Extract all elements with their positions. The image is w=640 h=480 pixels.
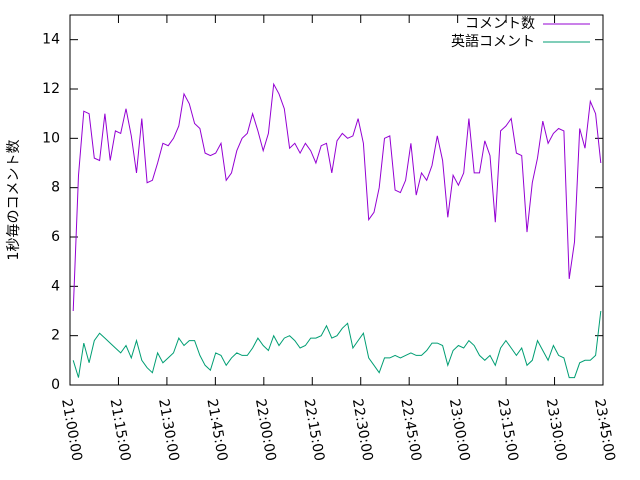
x-tick-label: 22:00:00 xyxy=(252,398,279,463)
series-line xyxy=(72,82,602,312)
x-tick-label: 23:00:00 xyxy=(446,398,473,463)
x-tick-label: 21:30:00 xyxy=(155,398,182,463)
x-tick-label: 21:00:00 xyxy=(58,398,85,463)
x-tick-label: 21:15:00 xyxy=(107,398,134,463)
series-line xyxy=(72,310,602,379)
y-axis-label: 1秒毎のコメント数 xyxy=(6,140,22,261)
x-tick-label: 23:30:00 xyxy=(543,398,570,463)
x-tick-label: 22:15:00 xyxy=(300,398,327,463)
y-tick-label: 0 xyxy=(51,377,60,393)
y-tick-label: 10 xyxy=(42,130,60,146)
x-tick-label: 21:45:00 xyxy=(203,398,230,463)
x-tick-label: 23:15:00 xyxy=(494,398,521,463)
plot-frame xyxy=(69,14,604,386)
y-tick-label: 12 xyxy=(42,81,60,97)
y-tick-label: 14 xyxy=(42,32,60,48)
legend-label: コメント数 xyxy=(465,16,535,32)
y-tick-label: 6 xyxy=(51,229,60,245)
y-tick-label: 8 xyxy=(51,180,60,196)
x-tick-label: 22:30:00 xyxy=(349,398,376,463)
legend-label: 英語コメント xyxy=(451,33,535,50)
x-tick-label: 22:45:00 xyxy=(397,398,424,463)
x-tick-label: 23:45:00 xyxy=(591,398,618,463)
y-tick-label: 4 xyxy=(51,278,60,294)
y-tick-label: 2 xyxy=(51,328,60,344)
